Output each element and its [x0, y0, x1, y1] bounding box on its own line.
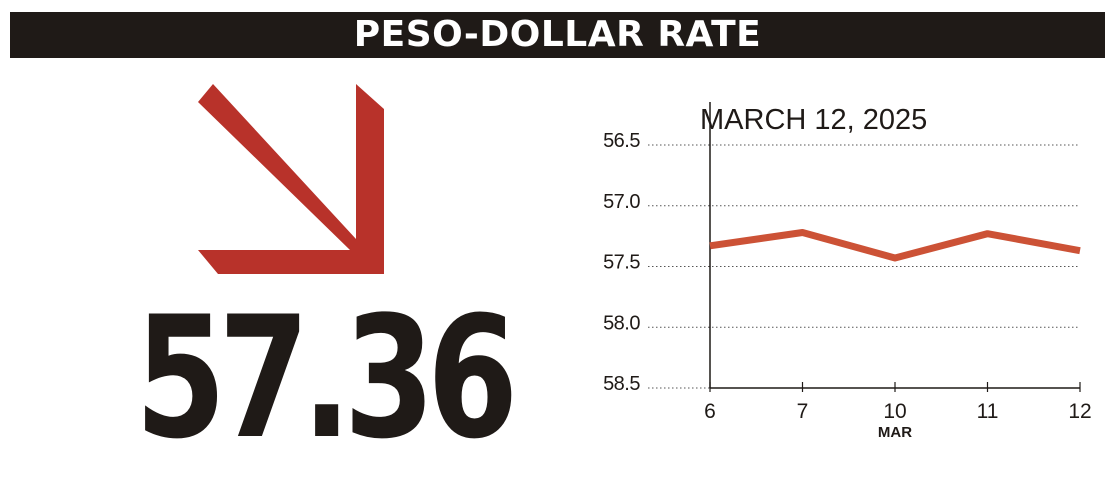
header-banner: PESO-DOLLAR RATE: [10, 12, 1105, 58]
rate-line-chart: 56.5 57.0 57.5 58.0 58.5 6 7 10 11 12 MAR MARCH 12…: [580, 90, 1100, 450]
x-tick-label: 11: [977, 400, 999, 423]
current-rate-value: 57.36: [135, 280, 518, 476]
y-tick-label: 58.0: [603, 312, 640, 334]
x-tick-label: 7: [797, 400, 809, 423]
x-tick-label: 6: [704, 400, 716, 423]
page-title: PESO-DOLLAR RATE: [353, 14, 762, 55]
arrow-down-right-icon: [190, 84, 390, 284]
x-tick-label: 12: [1068, 400, 1091, 423]
x-tick-label: 10: [883, 400, 906, 423]
y-tick-label: 57.5: [603, 252, 640, 274]
y-tick-label: 56.5: [603, 130, 640, 152]
rate-series-line: [709, 228, 1081, 262]
y-tick-label: 57.0: [603, 191, 640, 213]
y-tick-label: 58.5: [603, 373, 640, 395]
chart-title: MARCH 12, 2025: [700, 104, 928, 136]
x-axis-label: MAR: [878, 424, 912, 441]
